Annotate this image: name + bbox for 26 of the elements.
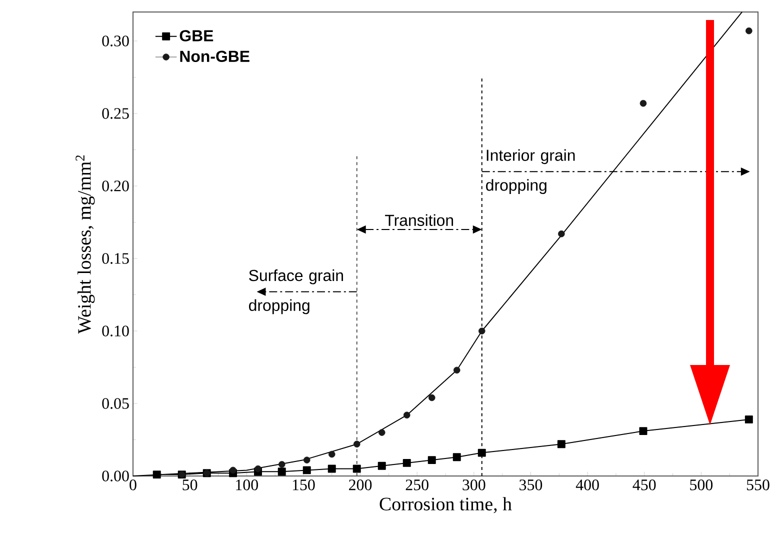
y-tick-label: 0.15 [102, 253, 129, 264]
x-tick-label: 550 [746, 480, 770, 490]
x-tick-label: 0 [130, 480, 136, 490]
x-tick-label: 450 [632, 480, 656, 490]
y-tick-label: 0.20 [102, 180, 129, 192]
y-tick-label: 0.10 [102, 326, 129, 336]
x-tick-label: 400 [576, 480, 599, 490]
annotation: Surface grain dropping [249, 269, 343, 314]
legend-label: GBE [180, 30, 214, 42]
y-tick-label: 0.00 [102, 470, 129, 482]
x-tick-label: 300 [462, 480, 486, 490]
y-axis-title: Weight losses, mg/mm$^{2}$ [76, 155, 95, 334]
x-axis-title: Corrosion time, h [380, 497, 512, 514]
x-tick-label: 250 [406, 480, 428, 490]
y-tick-label: 0.30 [102, 36, 129, 46]
x-tick-label: 200 [349, 480, 372, 490]
annotation: Transition [385, 214, 454, 226]
annotation: Interior grain dropping [486, 149, 575, 194]
y-tick-label: 0.25 [102, 108, 129, 119]
x-tick-label: 50 [182, 480, 198, 490]
legend-label: Non-GBE [180, 50, 250, 62]
x-tick-label: 100 [236, 480, 258, 490]
x-tick-label: 350 [520, 480, 542, 490]
x-tick-label: 500 [690, 480, 713, 490]
x-tick-label: 150 [292, 480, 315, 490]
y-tick-label: 0.05 [102, 398, 129, 409]
